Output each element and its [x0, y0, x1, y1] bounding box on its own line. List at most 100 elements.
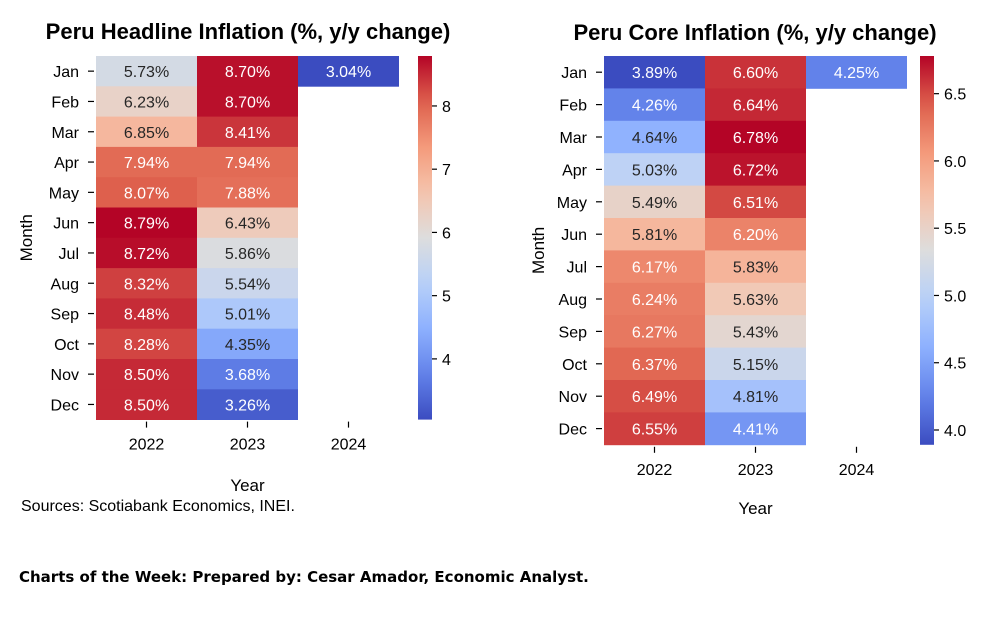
- heatmap-cell: [705, 153, 806, 186]
- heatmap-cell: [705, 120, 806, 154]
- cell-value-label: 6.85%: [124, 125, 169, 142]
- cell-value-label: 8.70%: [225, 94, 270, 111]
- cell-value-label: 5.03%: [632, 162, 677, 179]
- heatmap-cell: [604, 412, 705, 446]
- cell-value-label: 7.88%: [225, 185, 270, 202]
- cell-value-label: 5.15%: [733, 357, 778, 374]
- cell-value-label: 8.72%: [124, 246, 169, 263]
- heatmap-cell: [604, 88, 705, 122]
- x-tick-label: 2022: [129, 437, 165, 454]
- heatmap-cell: [705, 380, 806, 413]
- footer-credit: Charts of the Week: Prepared by: Cesar A…: [19, 568, 589, 586]
- colorbar-tick-label: 6.5: [944, 87, 966, 104]
- heatmap-cell: [806, 56, 907, 89]
- chart-title: Peru Headline Inflation (%, y/y change): [46, 19, 451, 44]
- x-tick-label: 2024: [331, 437, 367, 454]
- colorbar-tick-label: 8: [442, 99, 451, 116]
- y-tick-label: Jan: [53, 64, 79, 81]
- heatmap-cell: [96, 56, 197, 87]
- y-tick-label: Jun: [561, 227, 587, 244]
- heatmap-cell: [96, 207, 197, 239]
- cell-value-label: 4.26%: [632, 98, 677, 115]
- heatmap-cell: [96, 237, 197, 269]
- cell-value-label: 4.41%: [733, 422, 778, 439]
- heatmap-cell: [197, 389, 298, 420]
- cell-value-label: 6.23%: [124, 94, 169, 111]
- cell-value-label: 6.72%: [733, 162, 778, 179]
- cell-value-label: 8.70%: [225, 64, 270, 81]
- heatmap-cell: [705, 347, 806, 381]
- cell-value-label: 6.60%: [733, 65, 778, 82]
- cell-value-label: 6.78%: [733, 130, 778, 147]
- cell-value-label: 6.17%: [632, 260, 677, 277]
- y-tick-label: Dec: [559, 422, 587, 439]
- cell-value-label: 6.49%: [632, 389, 677, 406]
- y-tick-label: Feb: [51, 94, 79, 111]
- x-tick-label: 2023: [230, 437, 266, 454]
- y-tick-label: Nov: [51, 367, 79, 384]
- y-tick-label: Mar: [559, 130, 587, 147]
- heatmap-cell: [96, 328, 197, 360]
- y-tick-label: Jan: [561, 65, 587, 82]
- cell-value-label: 3.26%: [225, 397, 270, 414]
- heatmap-cell: [197, 146, 298, 178]
- y-axis-label: Month: [17, 214, 36, 261]
- cell-value-label: 8.28%: [124, 337, 169, 354]
- heatmap-cell: [96, 86, 197, 117]
- cell-value-label: 6.24%: [632, 292, 677, 309]
- colorbar-tick-label: 4.0: [944, 423, 966, 440]
- heatmap-cell: [705, 88, 806, 122]
- colorbar-tick-label: 4.5: [944, 356, 966, 373]
- heatmap-core: Peru Core Inflation (%, y/y change) 3.89%…: [529, 20, 966, 518]
- heatmap-cell: [197, 298, 298, 330]
- cell-value-label: 5.54%: [225, 276, 270, 293]
- heatmap-cell: [604, 250, 705, 284]
- heatmap-cell: [604, 282, 705, 316]
- y-tick-label: May: [49, 185, 79, 202]
- colorbar-tick-label: 5.0: [944, 288, 966, 305]
- cell-value-label: 7.94%: [124, 155, 169, 172]
- chart-title: Peru Core Inflation (%, y/y change): [573, 20, 936, 45]
- y-tick-label: Sep: [51, 307, 80, 324]
- colorbar: [418, 56, 432, 420]
- cell-value-label: 8.07%: [124, 185, 169, 202]
- cell-value-label: 5.63%: [733, 292, 778, 309]
- heatmap-cell: [96, 268, 197, 299]
- y-tick-label: Nov: [559, 389, 587, 406]
- heatmap-cell: [604, 347, 705, 381]
- x-tick-label: 2024: [839, 462, 875, 479]
- heatmap-cell: [197, 86, 298, 117]
- cell-value-label: 6.55%: [632, 422, 677, 439]
- x-axis-label: Year: [230, 476, 265, 495]
- heatmap-cell: [705, 185, 806, 219]
- heatmap-cell: [197, 177, 298, 208]
- heatmap-cell: [197, 237, 298, 269]
- y-tick-label: Apr: [54, 155, 80, 172]
- y-tick-label: Sep: [559, 324, 588, 341]
- colorbar-tick-label: 5: [442, 289, 451, 306]
- cell-value-label: 6.27%: [632, 324, 677, 341]
- cell-value-label: 6.64%: [733, 98, 778, 115]
- source-note: Sources: Scotiabank Economics, INEI.: [21, 498, 295, 515]
- y-tick-label: May: [557, 195, 587, 212]
- heatmap-cell: [96, 298, 197, 330]
- heatmap-cell: [197, 116, 298, 148]
- cell-value-label: 4.64%: [632, 130, 677, 147]
- heatmap-cell: [604, 153, 705, 186]
- cell-value-label: 3.89%: [632, 65, 677, 82]
- cell-value-label: 8.41%: [225, 125, 270, 142]
- y-axis-label: Month: [529, 227, 548, 274]
- y-tick-label: Feb: [559, 98, 587, 115]
- cell-value-label: 7.94%: [225, 155, 270, 172]
- heatmap-cell: [604, 380, 705, 413]
- y-tick-label: Jul: [567, 260, 587, 277]
- heatmap-cell: [705, 315, 806, 348]
- heatmap-cell: [96, 359, 197, 390]
- y-tick-label: Oct: [562, 357, 587, 374]
- y-tick-label: Apr: [562, 162, 588, 179]
- cell-value-label: 6.37%: [632, 357, 677, 374]
- heatmap-cell: [96, 389, 197, 420]
- cell-value-label: 5.83%: [733, 260, 778, 277]
- cell-value-label: 8.79%: [124, 216, 169, 233]
- heatmap-cell: [96, 146, 197, 178]
